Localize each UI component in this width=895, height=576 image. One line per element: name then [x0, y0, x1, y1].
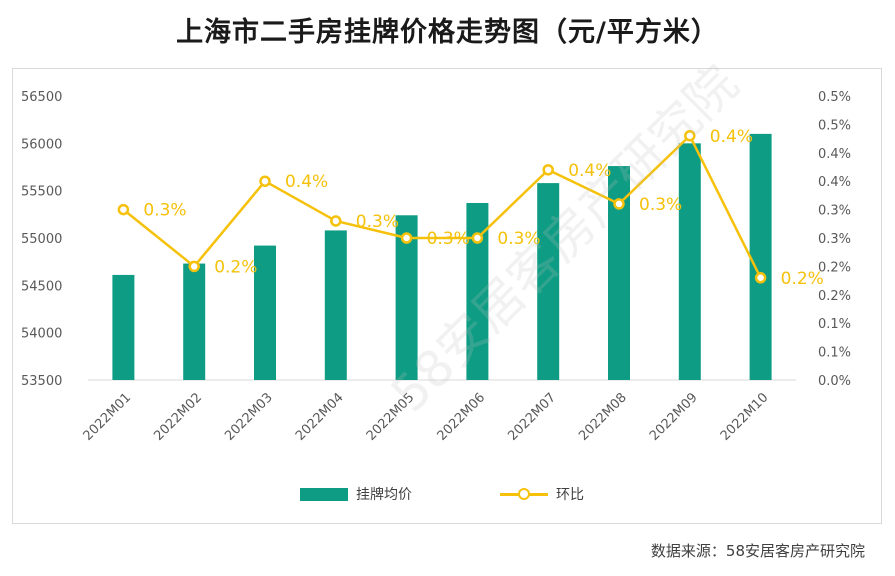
line-data-label: 0.3%	[639, 195, 682, 215]
y-right-tick-label: 0.4%	[818, 175, 851, 190]
x-tick-label: 2022M03	[222, 390, 276, 444]
line-point	[117, 203, 130, 216]
legend-item-line: 环比	[500, 482, 584, 506]
line-data-label: 0.3%	[497, 229, 540, 249]
line-data-label: 0.3%	[356, 212, 399, 232]
x-tick-label: 2022M08	[576, 390, 630, 444]
y-left-tick-label: 55500	[21, 185, 62, 200]
x-tick-label: 2022M06	[435, 390, 489, 444]
bar	[324, 230, 347, 380]
bar	[749, 133, 772, 380]
y-right-tick-label: 0.4%	[818, 147, 851, 162]
y-right-tick-label: 0.1%	[818, 346, 851, 361]
y-right-tick-label: 0.5%	[818, 90, 851, 105]
line-point	[259, 175, 271, 187]
line-point	[754, 272, 767, 284]
bar	[466, 202, 489, 380]
y-left-tick-label: 55000	[21, 232, 62, 247]
line-data-label: 0.3%	[143, 201, 186, 221]
y-right-tick-label: 0.0%	[818, 374, 851, 389]
bar	[678, 143, 701, 380]
bar	[254, 245, 276, 380]
line-data-label: 0.4%	[710, 127, 753, 147]
legend-bar-swatch	[300, 487, 348, 501]
y-right-tick-label: 0.1%	[818, 317, 851, 332]
bar	[183, 263, 206, 380]
x-tick-label: 2022M01	[81, 390, 135, 444]
y-left-tick-label: 54000	[21, 327, 62, 342]
y-right-tick-label: 0.2%	[818, 289, 851, 304]
line-data-label: 0.2%	[781, 269, 824, 289]
line-point	[400, 232, 413, 244]
line-data-label: 0.4%	[285, 172, 328, 192]
y-left-tick-label: 56000	[21, 137, 62, 152]
legend-bar-label: 挂牌均价	[356, 487, 412, 503]
bar	[537, 183, 560, 380]
line-point	[330, 215, 342, 227]
y-right-tick-label: 0.2%	[818, 260, 851, 275]
y-left-tick-label: 54500	[21, 279, 62, 294]
x-tick-label: 2022M02	[151, 390, 205, 444]
legend-line-label: 环比	[556, 487, 584, 503]
legend-item-bar: 挂牌均价	[300, 482, 412, 506]
x-tick-label: 2022M05	[364, 390, 418, 444]
line-point	[613, 198, 625, 210]
bar	[112, 274, 135, 380]
data-source: 数据来源：58安居客房产研究院	[650, 542, 865, 560]
chart-frame: 53500 54000 54500 55000 55500 56000 56500 0.0% 0…	[12, 68, 882, 524]
y-left-tick-label: 56500	[21, 90, 62, 105]
x-tick-label: 2022M07	[505, 390, 559, 444]
line-data-label: 0.2%	[214, 257, 257, 277]
line-data-label: 0.4%	[568, 161, 611, 181]
line-point	[542, 164, 554, 176]
line-data-label: 0.3%	[427, 229, 470, 249]
y-left-tick-label: 53500	[21, 374, 62, 389]
y-right-tick-label: 0.3%	[818, 204, 851, 219]
x-tick-label: 2022M09	[647, 390, 701, 444]
x-tick-label: 2022M04	[293, 390, 347, 444]
chart-title: 上海市二手房挂牌价格走势图（元/平方米）	[176, 17, 719, 48]
line-point	[471, 232, 484, 244]
x-tick-label: 2022M10	[718, 390, 772, 444]
bar	[395, 215, 418, 380]
chart-svg: 53500 54000 54500 55000 55500 56000 56500 0.0% 0…	[21, 90, 851, 444]
line-series-path	[122, 134, 762, 279]
y-right-tick-label: 0.3%	[818, 232, 851, 247]
line-point	[188, 260, 200, 273]
line-point	[684, 130, 696, 142]
y-right-tick-label: 0.5%	[818, 118, 851, 133]
legend-line-swatch	[500, 487, 548, 501]
bar	[608, 166, 630, 380]
